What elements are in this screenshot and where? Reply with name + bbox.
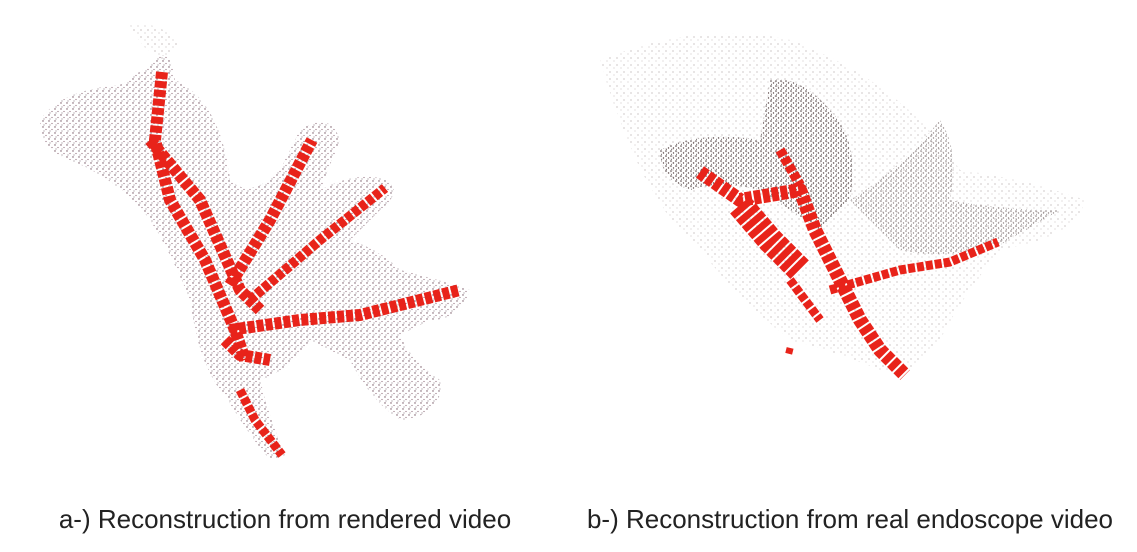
point-cloud	[130, 24, 180, 60]
trajectory	[786, 350, 794, 352]
caption: b-) Reconstruction from real endoscope v…	[587, 504, 1113, 534]
figure: a-) Reconstruction from rendered video b…	[0, 0, 1137, 552]
panel-a-image	[40, 24, 470, 460]
point-cloud	[40, 55, 470, 460]
panel-b-image	[600, 33, 1085, 375]
page: a-) Reconstruction from rendered video b…	[0, 0, 1137, 552]
caption: a-) Reconstruction from rendered video	[59, 504, 511, 534]
